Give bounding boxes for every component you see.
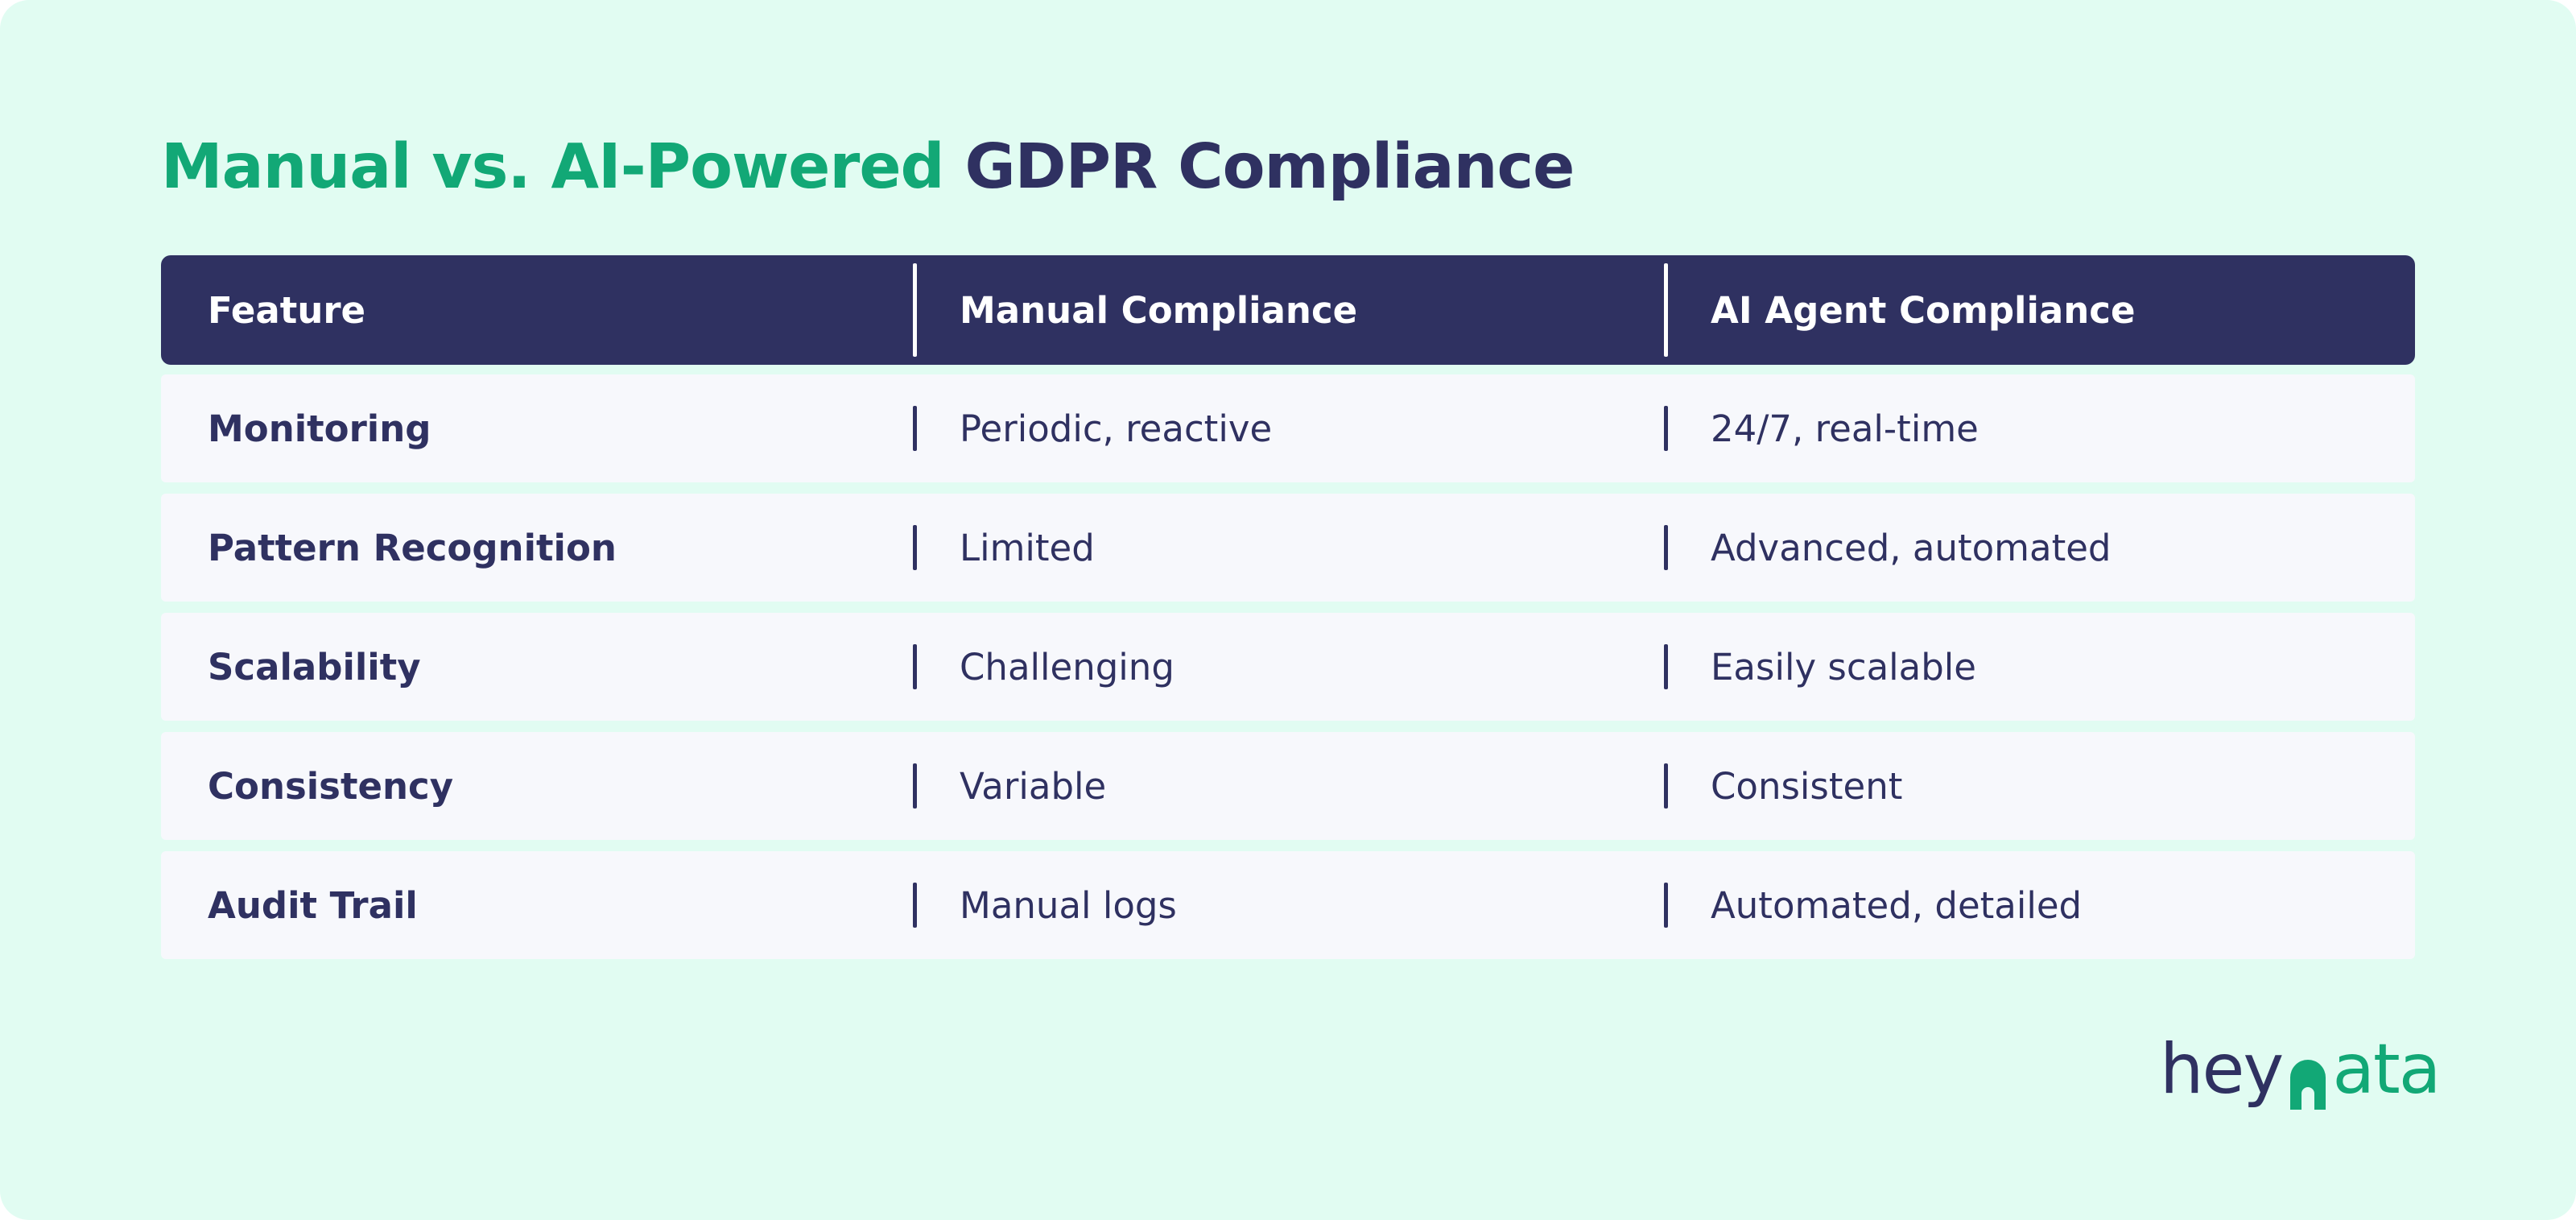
header-ai-cell: AI Agent Compliance: [1664, 263, 2415, 357]
column-divider: [913, 263, 917, 357]
ai-cell-wrap: 24/7, real-time: [1664, 406, 2415, 451]
title-highlight: Manual vs. AI-Powered: [161, 131, 945, 203]
logo-text-hey: hey: [2160, 1029, 2284, 1110]
logo-text-ata: ata: [2332, 1029, 2441, 1110]
manual-cell: Manual logs: [960, 883, 1177, 927]
header-manual: Manual Compliance: [960, 288, 1358, 332]
manual-cell: Variable: [960, 764, 1107, 808]
ai-cell: Automated, detailed: [1711, 883, 2083, 927]
heydata-logo-mark-icon: [2285, 1046, 2330, 1110]
header-manual-cell: Manual Compliance: [913, 263, 1664, 357]
feature-cell: Scalability: [208, 645, 421, 689]
ai-cell: Easily scalable: [1711, 645, 1976, 689]
table-row: Pattern Recognition Limited Advanced, au…: [161, 494, 2415, 602]
manual-cell-wrap: Challenging: [913, 644, 1664, 689]
ai-cell-wrap: Advanced, automated: [1664, 525, 2415, 570]
header-ai: AI Agent Compliance: [1711, 288, 2136, 332]
comparison-table: Feature Manual Compliance AI Agent Compl…: [161, 255, 2415, 970]
manual-cell: Limited: [960, 526, 1095, 569]
manual-cell-wrap: Periodic, reactive: [913, 406, 1664, 451]
header-feature: Feature: [208, 288, 366, 332]
title-rest: GDPR Compliance: [964, 131, 1575, 203]
page-title: Manual vs. AI-Powered GDPR Compliance: [161, 127, 1575, 208]
ai-cell-wrap: Easily scalable: [1664, 644, 2415, 689]
manual-cell-wrap: Variable: [913, 763, 1664, 809]
feature-cell: Monitoring: [208, 407, 431, 450]
ai-cell: Consistent: [1711, 764, 1903, 808]
table-header-row: Feature Manual Compliance AI Agent Compl…: [161, 255, 2415, 365]
ai-cell-wrap: Automated, detailed: [1664, 883, 2415, 928]
heydata-logo: hey ata: [2160, 1029, 2441, 1110]
feature-cell: Audit Trail: [208, 883, 418, 927]
column-divider: [913, 406, 917, 451]
column-divider: [913, 763, 917, 809]
feature-cell: Consistency: [208, 764, 454, 808]
ai-cell-wrap: Consistent: [1664, 763, 2415, 809]
column-divider: [1664, 644, 1668, 689]
manual-cell-wrap: Manual logs: [913, 883, 1664, 928]
manual-cell: Challenging: [960, 645, 1174, 689]
table-row: Audit Trail Manual logs Automated, detai…: [161, 851, 2415, 959]
manual-cell-wrap: Limited: [913, 525, 1664, 570]
column-divider: [913, 525, 917, 570]
column-divider: [1664, 263, 1668, 357]
column-divider: [1664, 763, 1668, 809]
ai-cell: Advanced, automated: [1711, 526, 2112, 569]
column-divider: [913, 883, 917, 928]
column-divider: [1664, 883, 1668, 928]
column-divider: [1664, 406, 1668, 451]
feature-cell: Pattern Recognition: [208, 526, 617, 569]
table-row: Scalability Challenging Easily scalable: [161, 613, 2415, 721]
table-row: Monitoring Periodic, reactive 24/7, real…: [161, 374, 2415, 482]
column-divider: [1664, 525, 1668, 570]
table-row: Consistency Variable Consistent: [161, 732, 2415, 840]
ai-cell: 24/7, real-time: [1711, 407, 1979, 450]
manual-cell: Periodic, reactive: [960, 407, 1273, 450]
column-divider: [913, 644, 917, 689]
